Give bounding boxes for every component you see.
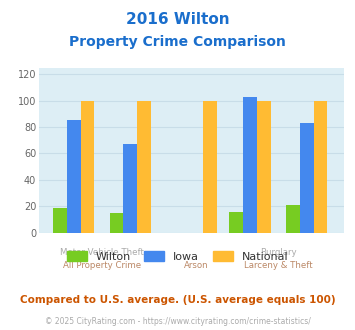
Legend: Wilton, Iowa, National: Wilton, Iowa, National bbox=[62, 247, 293, 267]
Bar bbox=[257, 101, 271, 233]
Bar bbox=[110, 213, 124, 233]
Text: Motor Vehicle Theft: Motor Vehicle Theft bbox=[60, 248, 144, 257]
Bar bbox=[137, 101, 151, 233]
Text: 2016 Wilton: 2016 Wilton bbox=[126, 12, 229, 26]
Bar bbox=[243, 97, 257, 233]
Bar bbox=[300, 123, 313, 233]
Text: Compared to U.S. average. (U.S. average equals 100): Compared to U.S. average. (U.S. average … bbox=[20, 295, 335, 305]
Bar bbox=[313, 101, 327, 233]
Text: Burglary: Burglary bbox=[260, 248, 296, 257]
Bar bbox=[53, 208, 67, 233]
Text: © 2025 CityRating.com - https://www.cityrating.com/crime-statistics/: © 2025 CityRating.com - https://www.city… bbox=[45, 317, 310, 326]
Text: Property Crime Comparison: Property Crime Comparison bbox=[69, 35, 286, 49]
Text: Arson: Arson bbox=[184, 261, 209, 270]
Bar bbox=[286, 205, 300, 233]
Bar bbox=[124, 144, 137, 233]
Bar bbox=[229, 212, 243, 233]
Bar bbox=[67, 120, 81, 233]
Bar bbox=[203, 101, 217, 233]
Bar bbox=[81, 101, 94, 233]
Text: All Property Crime: All Property Crime bbox=[63, 261, 141, 270]
Text: Larceny & Theft: Larceny & Theft bbox=[244, 261, 312, 270]
